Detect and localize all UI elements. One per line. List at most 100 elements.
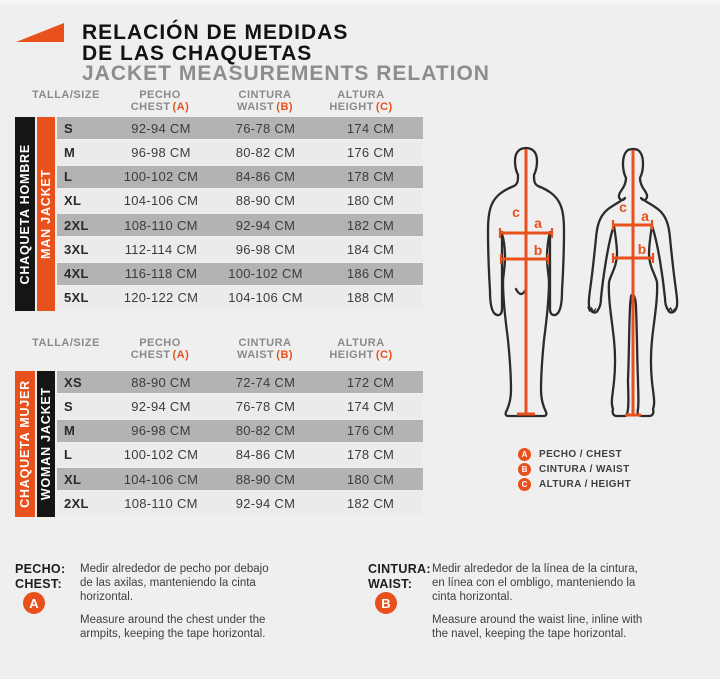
col-chest-en: CHEST (A) [131,101,190,113]
col-height-es: ALTURA [337,337,385,349]
chest-cell: 116-118 CM [124,266,198,282]
chest-cell: 92-94 CM [131,120,191,136]
woman-size-table: XS 88-90 CM 72-74 CM 172 CM S 92-94 CM 7… [57,371,423,517]
man-label-c: c [512,204,520,220]
col-height-key: (C) [375,101,393,113]
col-chest-es: PECHO [139,337,181,349]
table-row: S 92-94 CM 76-78 CM 174 CM [57,395,423,420]
col-waist-key: (B) [276,101,294,113]
height-cell: 180 CM [346,193,395,209]
chest-cell: 92-94 CM [131,398,191,414]
chest-cell: 108-110 CM [124,217,198,233]
table-row: M 96-98 CM 80-82 CM 176 CM [57,419,423,444]
measurement-legend: A PECHO / CHEST B CINTURA / WAIST C ALTU… [518,448,631,491]
table-row: 5XL 120-122 CM 104-106 CM 188 CM [57,286,423,311]
woman-table-side-bar-es: CHAQUETA MUJER [15,371,35,517]
woman-side-label-en: WOMAN JACKET [39,387,53,501]
measurement-figures-diagram: c a b c a b [486,146,679,418]
col-waist-key: (B) [276,349,294,361]
waist-cell: 76-78 CM [235,120,296,136]
legend-key-c-badge: C [518,478,531,491]
chest-cell: 88-90 CM [131,374,191,390]
height-cell: 180 CM [346,471,395,487]
man-label-a: a [534,215,542,231]
size-cell: XS [64,374,82,390]
woman-col-header-size: TALLA/SIZE [30,337,102,349]
height-cell: 174 CM [346,120,395,136]
chest-cell: 100-102 CM [123,447,199,463]
height-cell: 176 CM [346,144,395,160]
man-label-b: b [534,242,543,258]
page-title-es-line1: RELACIÓN DE MEDIDAS [82,21,349,44]
size-cell: 2XL [64,495,89,511]
size-cell: 4XL [64,266,89,282]
waist-cell: 76-78 CM [235,398,296,414]
legend-row-chest: A PECHO / CHEST [518,448,631,461]
man-col-header-waist: CINTURA WAIST (B) [213,89,317,113]
col-chest-key: (A) [172,101,190,113]
height-cell: 188 CM [346,290,395,306]
chest-note-heading: PECHO: CHEST: [15,562,65,592]
waist-cell: 72-74 CM [235,374,296,390]
woman-side-label-es: CHAQUETA MUJER [18,380,32,508]
size-cell: XL [64,193,82,209]
brand-triangle-icon [16,23,64,42]
table-row: XL 104-106 CM 88-90 CM 180 CM [57,189,423,214]
table-row: M 96-98 CM 80-82 CM 176 CM [57,141,423,166]
man-size-table: S 92-94 CM 76-78 CM 174 CM M 96-98 CM 80… [57,117,423,311]
table-row: 2XL 108-110 CM 92-94 CM 182 CM [57,492,423,517]
size-cell: M [64,144,76,160]
chest-note-key-badge: A [23,592,45,614]
waist-cell: 100-102 CM [228,266,303,282]
col-waist-en-text: WAIST [236,349,275,361]
col-waist-en: WAIST (B) [237,349,293,361]
man-table-side-bar-es: CHAQUETA HOMBRE [15,117,35,311]
man-silhouette-icon [486,146,566,418]
col-height-es: ALTURA [337,89,385,101]
size-cell: 3XL [64,241,89,257]
table-row: 3XL 112-114 CM 96-98 CM 184 CM [57,238,423,263]
woman-label-c: c [619,199,627,215]
waist-cell: 96-98 CM [235,241,296,257]
woman-table-side-bar-en: WOMAN JACKET [37,371,55,517]
col-chest-en-text: CHEST [130,349,171,361]
col-height-en-text: HEIGHT [329,349,374,361]
man-col-header-size: TALLA/SIZE [30,89,102,101]
col-height-en-text: HEIGHT [329,101,374,113]
table-row: 2XL 108-110 CM 92-94 CM 182 CM [57,214,423,239]
col-chest-en: CHEST (A) [131,349,190,361]
table-row: L 100-102 CM 84-86 CM 178 CM [57,165,423,190]
col-height-en: HEIGHT (C) [329,349,392,361]
legend-label-chest: PECHO / CHEST [539,449,622,460]
woman-right-hand-fingers [666,306,676,313]
col-height-key: (C) [375,349,393,361]
waist-note-heading-es: CINTURA: [368,562,431,576]
table-row: L 100-102 CM 84-86 CM 178 CM [57,443,423,468]
waist-note-text-en: Measure around the waist line, inline wi… [432,614,643,640]
height-cell: 182 CM [346,495,395,511]
waist-note-heading: CINTURA: WAIST: [368,562,431,592]
waist-cell: 92-94 CM [235,495,296,511]
table-row: S 92-94 CM 76-78 CM 174 CM [57,117,423,142]
size-cell: 2XL [64,217,89,233]
chest-note-text: Medir alrededor de pecho por debajo de l… [80,562,280,650]
waist-cell: 80-82 CM [235,423,296,439]
man-side-label-en: MAN JACKET [39,169,53,259]
height-cell: 176 CM [346,423,395,439]
size-cell: S [64,120,73,136]
woman-col-header-height: ALTURA HEIGHT (C) [309,337,413,361]
size-cell: 5XL [64,290,89,306]
col-chest-key: (A) [172,349,190,361]
size-cell: L [64,447,73,463]
col-chest-en-text: CHEST [130,101,171,113]
legend-row-height: C ALTURA / HEIGHT [518,478,631,491]
col-waist-es: CINTURA [238,337,292,349]
legend-key-a-badge: A [518,448,531,461]
chest-cell: 96-98 CM [131,144,191,160]
waist-cell: 92-94 CM [235,217,296,233]
page-title-en: JACKET MEASUREMENTS RELATION [82,62,490,85]
legend-row-waist: B CINTURA / WAIST [518,463,631,476]
waist-note-text: Medir alrededor de la línea de la cintur… [432,562,650,650]
chest-note-heading-es: PECHO: [15,562,66,576]
